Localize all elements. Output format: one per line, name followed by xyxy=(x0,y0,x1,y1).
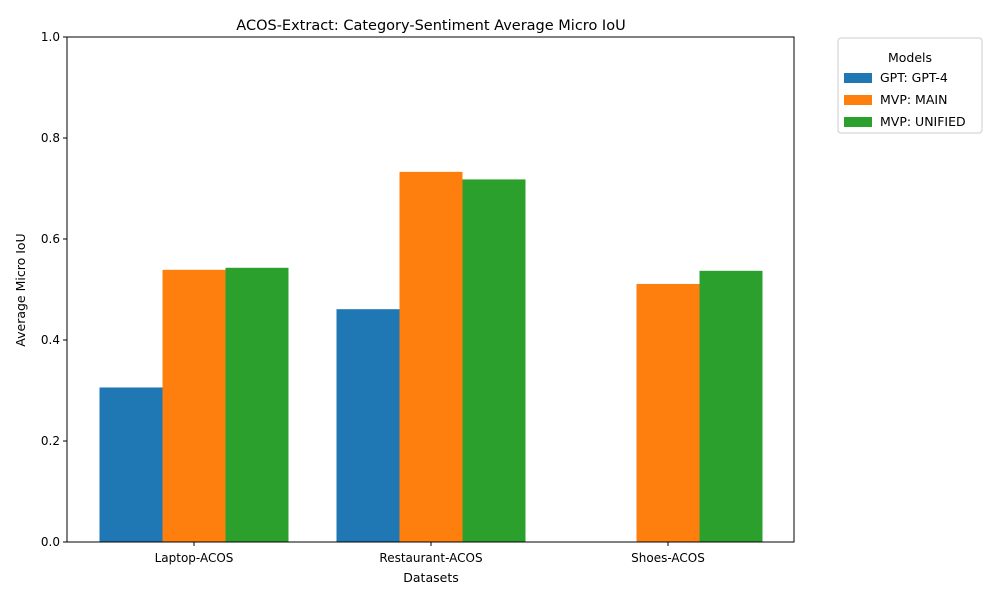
legend-title: Models xyxy=(888,50,932,65)
y-tick-label: 0.2 xyxy=(41,434,60,448)
y-tick-label: 0.4 xyxy=(41,333,60,347)
y-axis-label: Average Micro IoU xyxy=(13,233,28,346)
legend-swatch xyxy=(844,117,872,127)
bar-mvp-unified-restaurant-acos xyxy=(462,179,526,542)
legend: Models GPT: GPT-4 MVP: MAIN MVP: UNIFIED xyxy=(837,37,983,134)
legend-swatch xyxy=(844,73,872,83)
legend-label: MVP: UNIFIED xyxy=(880,114,966,129)
y-tick-label: 0.8 xyxy=(41,131,60,145)
y-tick-label: 1.0 xyxy=(41,30,60,44)
x-tick-label: Restaurant-ACOS xyxy=(379,551,482,565)
legend-box xyxy=(837,37,983,134)
y-tick-label: 0.0 xyxy=(41,535,60,549)
bar-mvp-main-shoes-acos xyxy=(636,283,700,542)
x-tick-label: Shoes-ACOS xyxy=(631,551,705,565)
legend-swatch xyxy=(844,95,872,105)
y-tick-label: 0.6 xyxy=(41,232,60,246)
chart-title: ACOS-Extract: Category-Sentiment Average… xyxy=(236,18,625,34)
bar-gpt-gpt-4-laptop-acos xyxy=(99,387,163,542)
legend-label: GPT: GPT-4 xyxy=(880,70,948,85)
bar-gpt-gpt-4-restaurant-acos xyxy=(336,309,400,542)
x-axis-label: Datasets xyxy=(403,570,458,585)
bar-mvp-main-restaurant-acos xyxy=(399,171,463,542)
legend-label: MVP: MAIN xyxy=(880,92,947,107)
bar-mvp-unified-laptop-acos xyxy=(225,267,289,542)
x-tick-label: Laptop-ACOS xyxy=(155,551,234,565)
bar-mvp-main-laptop-acos xyxy=(162,269,226,542)
bar-mvp-unified-shoes-acos xyxy=(699,270,763,542)
